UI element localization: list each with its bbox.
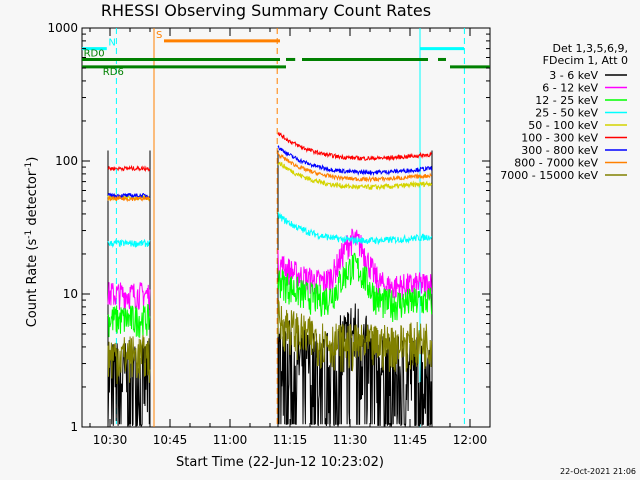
legend-entry-label: 3 - 6 keV — [549, 69, 598, 82]
x-tick-label: 11:00 — [213, 433, 248, 447]
series-line — [107, 303, 151, 338]
flag-label: N — [108, 38, 115, 49]
y-tick-label: 10 — [63, 287, 78, 301]
legend-header-line-1: Det 1,3,5,6,9, — [552, 42, 628, 55]
series-line — [107, 335, 151, 385]
x-tick-label: 10:45 — [153, 433, 188, 447]
x-axis-label: Start Time (22-Jun-12 10:23:02) — [176, 455, 384, 470]
series-line — [107, 238, 151, 249]
x-tick-label: 10:30 — [93, 433, 128, 447]
y-tick-label: 1000 — [47, 21, 78, 35]
series-line — [277, 228, 433, 302]
y-tick-label: 100 — [55, 154, 78, 168]
x-tick-label: 11:30 — [333, 433, 368, 447]
series-line — [277, 299, 433, 372]
y-tick-label: 1 — [70, 420, 78, 434]
x-tick-label: 11:45 — [393, 433, 428, 447]
y-axis-label-main: Count Rate (s — [25, 239, 40, 328]
series-line — [107, 282, 151, 312]
legend-entry-label: 6 - 12 keV — [542, 82, 598, 95]
series-line — [107, 194, 150, 203]
x-tick-label: 12:00 — [453, 433, 488, 447]
series-line — [277, 211, 433, 246]
series-line — [107, 164, 151, 173]
legend-entry-label: 100 - 300 keV — [521, 132, 598, 145]
legend-entry-label: 50 - 100 keV — [528, 119, 598, 132]
legend-header-line-2: FDecim 1, Att 0 — [543, 54, 628, 67]
legend: Det 1,3,5,6,9, FDecim 1, Att 0 3 - 6 keV… — [500, 42, 628, 182]
y-axis-label: Count Rate (s-1 detector-1) — [24, 157, 40, 328]
series-layer — [107, 131, 433, 428]
legend-entry-label: 300 - 800 keV — [521, 144, 598, 157]
timestamp: 22-Oct-2021 21:06 — [560, 467, 636, 476]
x-tick-label: 11:15 — [273, 433, 308, 447]
chart-title: RHESSI Observing Summary Count Rates — [101, 1, 431, 20]
legend-entry-label: 7000 - 15000 keV — [500, 169, 598, 182]
series-line — [277, 145, 433, 177]
ticks-layer: 10:30 10:45 11:00 11:15 11:30 11:45 12:00 1 10 10… — [47, 21, 491, 447]
y-axis-label-mid: detector — [25, 170, 40, 230]
plot-frame-border — [81, 27, 491, 428]
y-axis-label-sup1: -1 — [24, 230, 34, 239]
y-axis-label-end: ) — [25, 157, 40, 162]
series-line — [277, 303, 433, 428]
legend-entry-label: 12 - 25 keV — [535, 94, 598, 107]
flag-label: S — [156, 30, 162, 41]
flag-label: RD0 — [84, 48, 105, 59]
series-line — [277, 152, 433, 183]
series-line — [277, 161, 433, 191]
flag-label: RD6 — [103, 67, 124, 78]
series-line — [277, 131, 433, 162]
series-line — [277, 252, 433, 323]
flags-layer: N S RD0 RD6 — [82, 30, 490, 78]
y-axis-label-sup2: -1 — [24, 162, 34, 171]
series-line — [107, 192, 151, 200]
legend-entry-label: 800 - 7000 keV — [514, 157, 598, 170]
legend-entry-label: 25 - 50 keV — [535, 107, 598, 120]
plot-area — [81, 27, 491, 428]
